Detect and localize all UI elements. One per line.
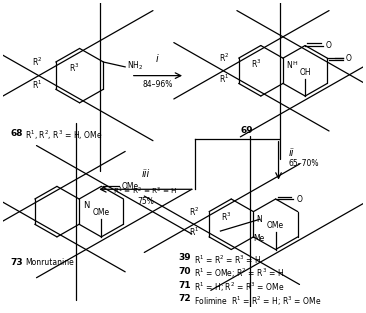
Text: R$^{2}$: R$^{2}$ — [31, 56, 42, 68]
Text: R$^{1}$, R$^{2}$, R$^{3}$ = H, OMe: R$^{1}$, R$^{2}$, R$^{3}$ = H, OMe — [25, 129, 103, 142]
Text: OH: OH — [299, 68, 311, 77]
Text: O: O — [326, 41, 332, 50]
Text: 39: 39 — [178, 254, 191, 262]
Text: Folimine  R$^{1}$ = R$^{2}$ = H; R$^{3}$ = OMe: Folimine R$^{1}$ = R$^{2}$ = H; R$^{3}$ … — [194, 294, 321, 308]
Text: iii: iii — [141, 169, 150, 179]
Text: 69: 69 — [240, 126, 253, 135]
Text: NH$_2$: NH$_2$ — [127, 60, 143, 72]
Text: R$^{1}$ = R$^{2}$ = R$^{3}$ = H: R$^{1}$ = R$^{2}$ = R$^{3}$ = H — [194, 254, 262, 266]
Text: N: N — [286, 61, 292, 70]
Text: O: O — [296, 194, 302, 203]
Text: R$^{2}$: R$^{2}$ — [189, 205, 199, 218]
Text: Monrutanine: Monrutanine — [25, 258, 74, 267]
Text: R$^{1}$: R$^{1}$ — [189, 226, 199, 238]
Text: ii: ii — [288, 148, 294, 158]
Text: R$^{1}$ = OMe; R$^{2}$ = R$^{3}$ = H: R$^{1}$ = OMe; R$^{2}$ = R$^{3}$ = H — [194, 267, 284, 280]
Text: 70: 70 — [178, 267, 191, 276]
Text: N: N — [83, 201, 89, 210]
Text: R$^{1}$ = R$^{2}$ = R$^{3}$ = H: R$^{1}$ = R$^{2}$ = R$^{3}$ = H — [113, 185, 178, 197]
Text: R$^{1}$: R$^{1}$ — [219, 72, 229, 85]
Text: OMe: OMe — [267, 221, 284, 230]
Text: R$^{3}$: R$^{3}$ — [251, 57, 261, 69]
Text: 73: 73 — [11, 258, 23, 267]
Text: 71: 71 — [178, 280, 191, 290]
Text: 65–70%: 65–70% — [288, 159, 319, 167]
Text: H: H — [293, 61, 298, 66]
Text: 75%: 75% — [137, 197, 154, 206]
Text: i: i — [156, 54, 159, 64]
Text: O: O — [346, 54, 352, 63]
Text: N: N — [257, 214, 262, 223]
Text: 84–96%: 84–96% — [142, 80, 173, 90]
Text: OMe: OMe — [93, 208, 110, 218]
Text: 68: 68 — [11, 129, 23, 138]
Text: Me: Me — [254, 234, 265, 243]
Text: 72: 72 — [178, 294, 191, 303]
Text: R$^{3}$: R$^{3}$ — [221, 211, 232, 223]
Text: R$^{2}$: R$^{2}$ — [219, 52, 229, 64]
Text: OMe: OMe — [122, 182, 139, 191]
Text: R$^{1}$: R$^{1}$ — [32, 78, 42, 90]
Text: R$^{3}$: R$^{3}$ — [70, 62, 80, 74]
Text: R$^{1}$ = H; R$^{2}$ = R$^{3}$ = OMe: R$^{1}$ = H; R$^{2}$ = R$^{3}$ = OMe — [194, 280, 284, 294]
